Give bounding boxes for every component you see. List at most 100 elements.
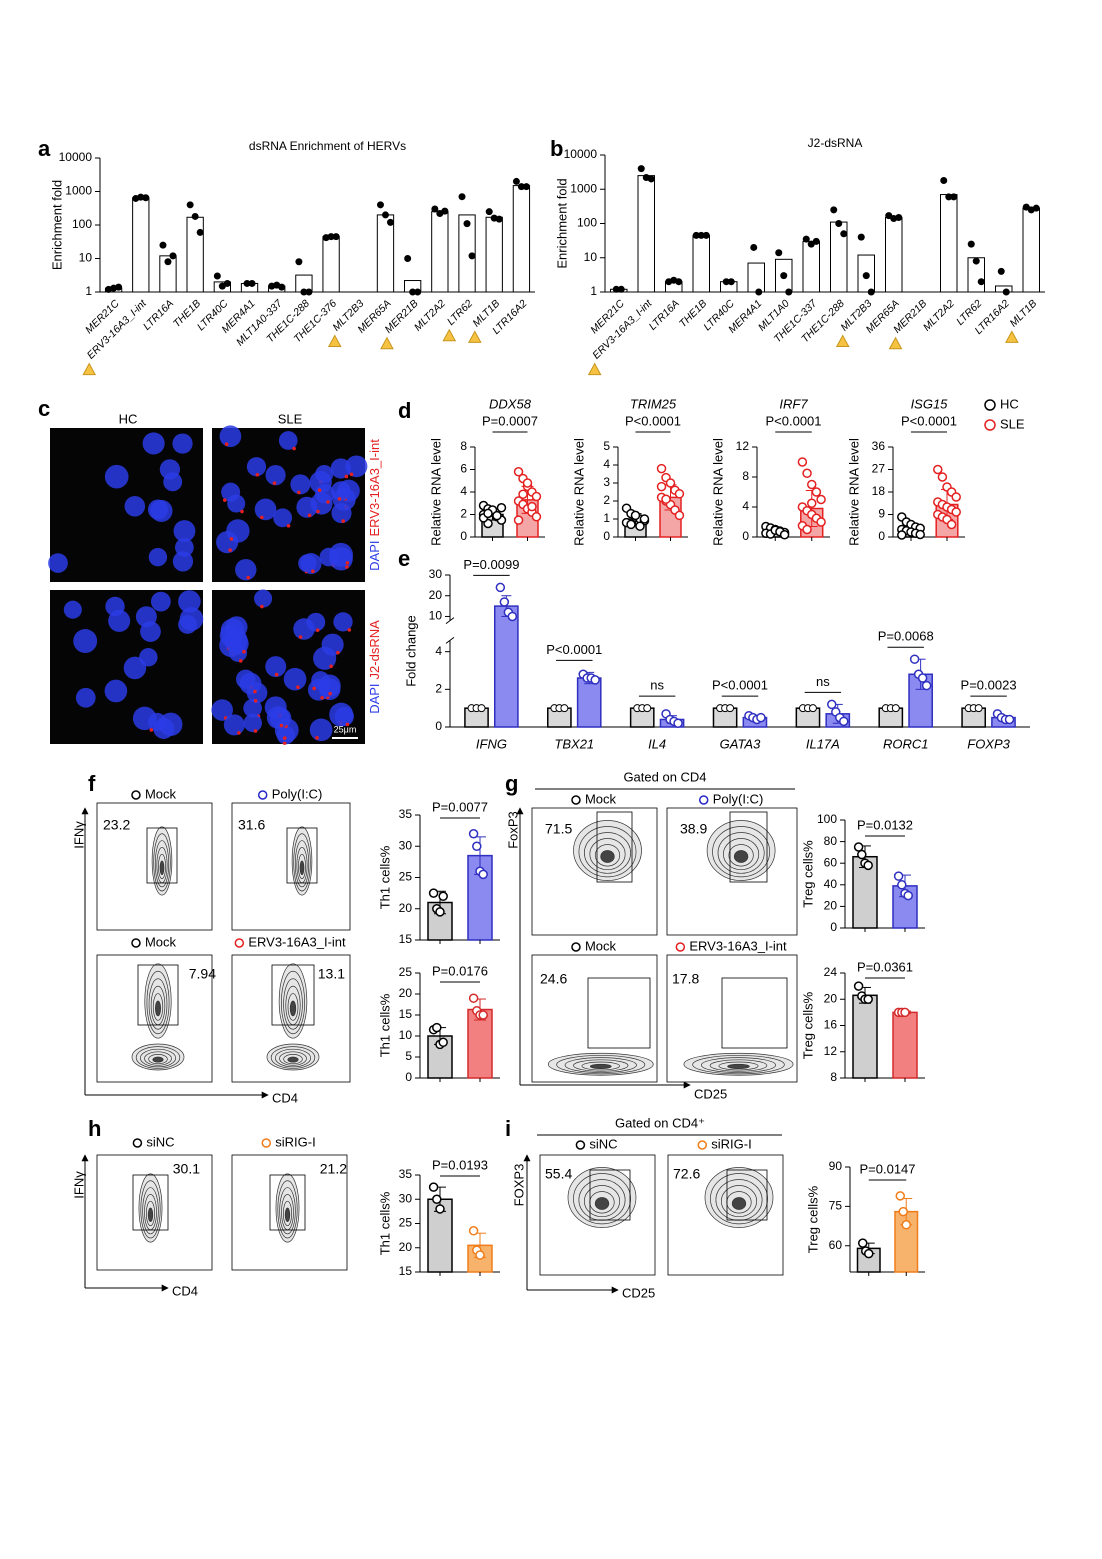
density-contour [573,1173,631,1225]
flow-plot-frame [231,802,351,931]
y-tick-label: 0 [742,529,749,543]
density-contour [142,1187,159,1235]
cell-nucleus [172,433,193,454]
legend-marker [571,795,581,805]
y-axis-label: Th1 cells% [377,993,392,1057]
marker-signal [253,689,257,694]
data-point [857,233,865,241]
data-point [191,212,199,220]
p-value: P<0.0001 [546,642,602,657]
gate-percent: 38.9 [680,821,707,837]
density-contour [144,1051,172,1066]
data-point [933,464,943,475]
y-tick-label: 10 [429,609,443,623]
cell-nucleus [330,458,351,479]
legend-label: SLE [1000,416,1025,431]
density-contour [564,1057,637,1073]
density-contour [584,832,631,874]
y-tick-label: 10 [79,251,93,265]
gate-percent: 21.2 [320,1161,347,1177]
cell-nucleus [223,714,245,736]
marker-signal [329,664,333,669]
data-point [915,529,925,540]
gate-percent: 24.6 [540,971,567,987]
bar-marker [643,704,652,713]
density-contour [279,1051,307,1066]
data-point [300,288,308,296]
gate [271,964,315,1026]
data-point [522,478,533,488]
density-contour [712,826,771,878]
gate-percent: 71.5 [545,821,572,837]
legend-marker [261,1138,272,1148]
y-tick-label: 5 [405,1049,412,1063]
density-contour [299,860,305,875]
marker-signal [272,481,277,485]
bar [802,240,820,293]
y-tick-label: 30 [429,567,443,581]
data-point [893,871,904,881]
data-point [612,285,620,293]
chart-title: IRF7 [779,396,808,411]
marker-signal [286,524,291,528]
density-contour [159,860,165,875]
bar-marker [891,704,900,713]
y-axis-label: Relative RNA level [710,438,725,546]
p-value: P<0.0001 [901,413,957,428]
y-tick-label: 4 [435,644,442,658]
data-point [898,1206,908,1217]
data-point [750,243,758,251]
y-axis-label: IFNγ [71,1171,86,1199]
y-tick-label: 16 [824,1018,838,1032]
cell-nucleus [243,713,262,733]
cell-nucleus [329,542,353,567]
density-contour [723,838,760,871]
cell-nucleus [140,621,161,642]
cell-nucleus [104,679,128,703]
x-tick-label: GATA3 [720,736,761,751]
data-point [386,218,394,226]
x-tick-label: MLT1B [1007,298,1039,330]
y-tick-label: 10 [399,1028,413,1042]
data-point [441,207,449,215]
y-axis-label: IFNγ [71,821,86,849]
data-point [812,237,820,245]
panel-label: d [398,398,411,423]
data-point [867,288,875,296]
data-point [159,241,167,249]
legend-marker [697,1140,708,1150]
gate [721,977,788,1049]
legend-marker [984,399,996,411]
cell-nucleus [148,712,167,732]
bar [186,216,204,293]
y-axis-label: Relative RNA level [846,438,861,546]
data-point [428,888,439,898]
data-point [327,233,335,241]
cell-nucleus [254,589,273,608]
data-point [305,288,313,296]
y-tick-label: 25 [399,965,413,979]
density-contour [718,1061,759,1071]
data-point [332,233,340,241]
y-tick-label: 10000 [59,150,93,164]
cell-nucleus [293,618,315,640]
marker-signal [312,686,316,691]
data-point [895,1191,905,1201]
marker-signal [345,722,350,727]
bar-marker [477,704,486,713]
data-point [839,716,849,727]
data-point [816,517,826,527]
panel-label: h [88,1116,101,1141]
data-point [811,487,822,497]
data-point [513,515,524,525]
data-point [967,240,975,248]
gate [137,964,179,1026]
data-point [512,177,520,185]
density-contour [294,840,310,888]
cell-nucleus [333,612,353,632]
y-tick-label: 20 [399,1240,413,1254]
x-tick-label: LTR16A [647,298,682,333]
y-tick-label: 8 [742,469,749,483]
y-tick-label: 20 [399,901,413,915]
